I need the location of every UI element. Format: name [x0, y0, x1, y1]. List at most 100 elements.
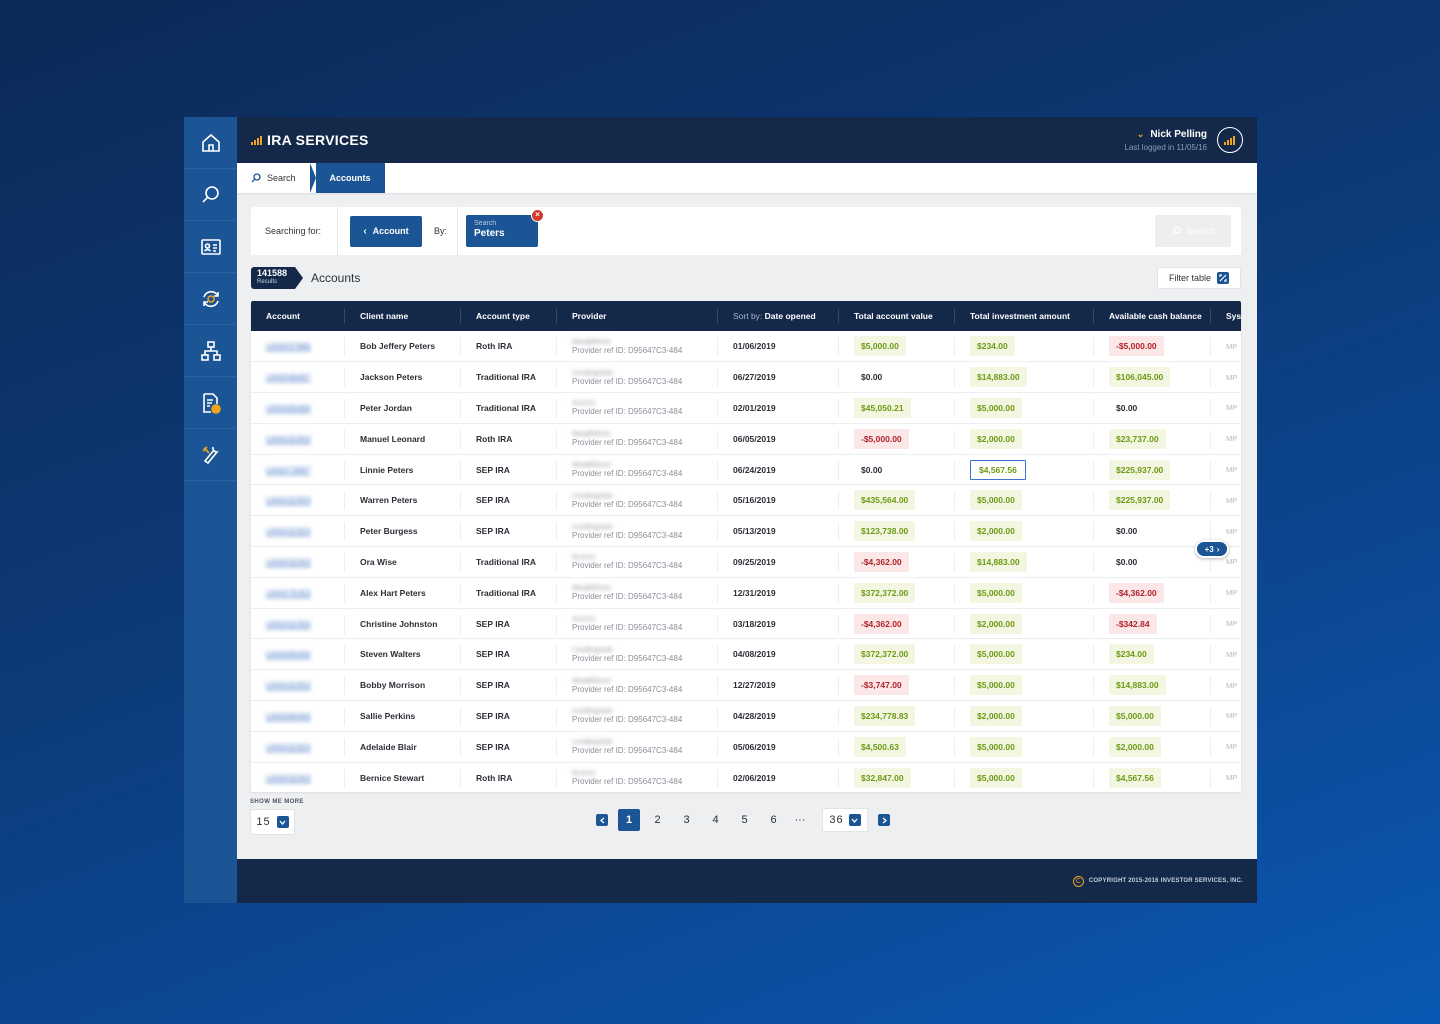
sidebar-item-tools[interactable]: [184, 429, 237, 481]
account-type-button[interactable]: ‹ Account: [350, 215, 422, 247]
table-row[interactable]: UANX75353 Alex Hart Peters Traditional IRA…: [251, 577, 1241, 609]
search-term-chip[interactable]: Search Peters ×: [466, 209, 545, 247]
col-available-cash-balance[interactable]: Available cash balance: [1094, 301, 1211, 331]
page-4-button[interactable]: 4: [712, 814, 719, 826]
account-link[interactable]: UANX73697: [266, 465, 311, 475]
total-investment-amount-cell[interactable]: $4,567.56: [955, 454, 1094, 485]
date-opened-cell: 05/13/2019: [718, 516, 839, 547]
system-cell: MP: [1226, 372, 1238, 382]
avatar[interactable]: [1217, 127, 1243, 153]
table-row[interactable]: UANX65464 Sallie Perkins SEP IRA Lendingclu…: [251, 701, 1241, 732]
system-cell: MP: [1226, 495, 1238, 505]
filter-table-button[interactable]: Filter table: [1157, 267, 1241, 289]
total-account-value-cell: $4,500.63: [839, 731, 955, 762]
col-account-type[interactable]: Account type: [461, 301, 557, 331]
client-name-cell: Peter Jordan: [345, 393, 461, 424]
main-area: IRA SERVICES ⌄ Nick Pelling Last logged i…: [237, 117, 1257, 903]
table-row[interactable]: UANX32353 Ora Wise Traditional IRA Acorns Pr…: [251, 547, 1241, 578]
sidebar-item-hierarchy[interactable]: [184, 325, 237, 377]
available-cash-balance-cell: $5,000.00: [1094, 701, 1211, 732]
col-account[interactable]: Account: [251, 301, 345, 331]
total-account-value-cell: $0.00: [839, 362, 955, 393]
total-account-value-cell: -$4,362.00: [839, 608, 955, 639]
account-type-cell: Roth IRA: [461, 423, 557, 454]
table-row[interactable]: UANX32353 Bernice Stewart Roth IRA Acorns Pr…: [251, 762, 1241, 792]
total-investment-amount: $5,000.00: [970, 644, 1022, 665]
table-row[interactable]: UANX65464 Peter Jordan Traditional IRA Acor…: [251, 393, 1241, 424]
col-total-account-value[interactable]: Total account value: [839, 301, 955, 331]
client-name-cell: Christine Johnston: [345, 608, 461, 639]
brand-logo[interactable]: IRA SERVICES: [251, 132, 369, 148]
account-type-cell: Roth IRA: [461, 762, 557, 792]
account-link[interactable]: UANX75353: [266, 588, 311, 598]
next-page-button[interactable]: [878, 814, 890, 826]
page-2-button[interactable]: 2: [654, 814, 661, 826]
table-row[interactable]: UANX46467 Jackson Peters Traditional IRA Le…: [251, 362, 1241, 393]
col-provider[interactable]: Provider: [557, 301, 718, 331]
chip-value: Peters: [474, 228, 505, 239]
page-5-button[interactable]: 5: [741, 814, 748, 826]
table-row[interactable]: UANX32353 Manuel Leonard Roth IRA Wealthfro…: [251, 423, 1241, 455]
sort-prefix: Sort by:: [733, 311, 763, 321]
account-link[interactable]: UANX32353: [266, 619, 311, 629]
page-3-button[interactable]: 3: [683, 814, 690, 826]
rows-per-page-select[interactable]: 15: [250, 809, 295, 835]
table-row[interactable]: UANX32353 Bobby Morrison SEP IRA Wealthfron…: [251, 670, 1241, 701]
total-investment-amount-cell: $5,000.00: [955, 393, 1094, 424]
sidebar-item-search[interactable]: [184, 169, 237, 221]
table-row[interactable]: UANX73697 Linnie Peters SEP IRA Wealthfront…: [251, 454, 1241, 485]
breadcrumb-accounts[interactable]: Accounts: [309, 163, 385, 193]
more-columns-count: +3: [1204, 544, 1214, 554]
brand-name: IRA SERVICES: [267, 132, 369, 148]
col-date-opened[interactable]: Sort by: Date opened: [718, 301, 839, 331]
account-link[interactable]: UANX32353: [266, 434, 311, 444]
provider-name: Lendingclub: [572, 367, 613, 377]
provider-name: Acorns: [572, 768, 596, 778]
col-client-name[interactable]: Client name: [345, 301, 461, 331]
chip-label: Search: [474, 220, 497, 227]
client-name-cell: Steven Walters: [345, 639, 461, 670]
user-menu[interactable]: ⌄ Nick Pelling Last logged in 11/05/16: [1124, 127, 1243, 153]
table-row[interactable]: UANX32353 Christine Johnston SEP IRA Acorns…: [251, 608, 1241, 639]
page-6-button[interactable]: 6: [770, 814, 777, 826]
account-link[interactable]: UANX32353: [266, 557, 311, 567]
account-link[interactable]: UANX65464: [266, 650, 311, 660]
contact-card-icon: [200, 238, 221, 255]
last-page-select[interactable]: 36: [822, 808, 868, 832]
breadcrumb-search[interactable]: Search: [237, 163, 310, 193]
account-cell: UANX32353: [251, 516, 345, 547]
sidebar-item-contacts[interactable]: [184, 221, 237, 273]
prev-page-button[interactable]: [596, 814, 608, 826]
account-link[interactable]: UANX65464: [266, 403, 311, 413]
table-row[interactable]: UANX32353 Adelaide Blair SEP IRA Lendingclu…: [251, 731, 1241, 763]
total-account-value-cell: $435,564.00: [839, 485, 955, 516]
account-cell: UANX65464: [251, 393, 345, 424]
more-columns-button[interactable]: +3 ›: [1195, 540, 1229, 558]
remove-chip-icon[interactable]: ×: [531, 209, 545, 222]
divider: [457, 207, 459, 255]
sidebar-item-home[interactable]: [184, 117, 237, 169]
provider-ref-id: Provider ref ID: D95647C3-484: [572, 438, 683, 448]
sidebar-item-transactions[interactable]: [184, 273, 237, 325]
account-link[interactable]: UANX32353: [266, 773, 311, 783]
chevron-down-icon: [848, 814, 861, 826]
account-link[interactable]: UANX37966: [266, 342, 311, 352]
account-link[interactable]: UANX46467: [266, 373, 311, 383]
account-link[interactable]: UANX32353: [266, 681, 311, 691]
total-account-value: $0.00: [861, 372, 883, 383]
account-link[interactable]: UANX32353: [266, 742, 311, 752]
total-investment-amount-cell: $5,000.00: [955, 731, 1094, 762]
account-link[interactable]: UANX32353: [266, 496, 311, 506]
page-1-button[interactable]: 1: [618, 809, 640, 831]
table-row[interactable]: UANX37966 Bob Jeffery Peters Roth IRA Wealt…: [251, 331, 1241, 362]
search-button[interactable]: Search: [1155, 215, 1231, 247]
col-system[interactable]: Sys: [1226, 311, 1241, 321]
table-row[interactable]: UANX32353 Peter Burgess SEP IRA Lendingclub…: [251, 516, 1241, 547]
sidebar-item-reports[interactable]: [184, 377, 237, 429]
account-link[interactable]: UANX65464: [266, 711, 311, 721]
provider-name: Lendingclub: [572, 521, 613, 531]
col-total-investment-amount[interactable]: Total investment amount: [955, 301, 1094, 331]
table-row[interactable]: UANX65464 Steven Walters SEP IRA Lendingclu…: [251, 639, 1241, 670]
table-row[interactable]: UANX32353 Warren Peters SEP IRA Lendingclub…: [251, 485, 1241, 516]
account-link[interactable]: UANX32353: [266, 527, 311, 537]
